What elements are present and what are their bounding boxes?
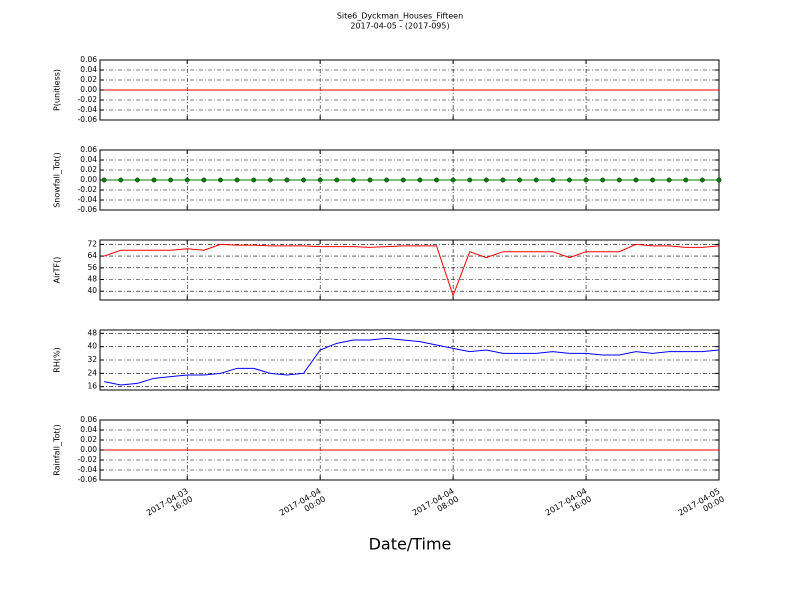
data-point: [467, 177, 473, 183]
data-point: [284, 177, 290, 183]
data-point: [151, 177, 157, 183]
y-tick-label: 0.04: [80, 425, 97, 434]
data-point: [201, 177, 207, 183]
data-point: [550, 177, 556, 183]
y-tick-label: 40: [87, 342, 97, 351]
y-tick-label: 24: [87, 368, 97, 377]
data-point: [633, 177, 639, 183]
y-tick-label: 48: [87, 275, 97, 284]
y-tick-label: 32: [87, 355, 97, 364]
y-tick-label: -0.06: [78, 205, 98, 214]
data-point: [600, 177, 606, 183]
y-tick-label: -0.04: [78, 195, 98, 204]
data-point: [384, 177, 390, 183]
plot-frame: [99, 329, 720, 391]
y-tick-label: -0.02: [78, 95, 98, 104]
y-axis-label: Snowfall_Tot(): [53, 152, 62, 208]
data-point: [367, 177, 373, 183]
y-tick-label: 0.00: [80, 445, 97, 454]
y-tick-label: 48: [87, 328, 97, 337]
y-tick-label: -0.04: [78, 465, 98, 474]
y-tick-label: 0.06: [80, 55, 97, 64]
data-line: [104, 337, 720, 386]
y-tick-label: -0.02: [78, 185, 98, 194]
data-point: [267, 177, 273, 183]
x-axis-label: Date/Time: [369, 535, 452, 554]
y-tick-label: 0.06: [80, 415, 97, 424]
x-tick-label: 2017-04-0400:00: [278, 486, 327, 525]
y-tick-label: 0.02: [80, 435, 97, 444]
y-tick-label: -0.06: [78, 115, 98, 124]
data-point: [118, 177, 124, 183]
y-axis-label: RH(%): [53, 347, 62, 372]
y-tick-label: -0.02: [78, 455, 98, 464]
data-point: [234, 177, 240, 183]
data-point: [500, 177, 506, 183]
y-tick-label: 16: [87, 382, 97, 391]
y-axis-label: AirTF(): [53, 257, 62, 284]
data-point: [533, 177, 539, 183]
chart-title: Site6_Dyckman_Houses_Fifteen: [337, 12, 463, 21]
y-tick-label: -0.04: [78, 105, 98, 114]
data-point: [434, 177, 439, 183]
data-point: [301, 177, 306, 183]
y-axis-label: Rainfall_Tot(): [53, 424, 62, 476]
data-point: [317, 177, 323, 183]
data-point: [218, 177, 223, 183]
y-tick-label: 0.02: [80, 75, 97, 84]
y-tick-label: 64: [87, 251, 97, 260]
data-point: [517, 177, 522, 183]
y-tick-label: -0.06: [78, 475, 98, 484]
data-point: [583, 177, 589, 183]
data-point: [683, 177, 689, 183]
x-tick-label: 2017-04-0408:00: [411, 486, 460, 525]
y-tick-label: 56: [87, 263, 97, 272]
data-point: [616, 177, 622, 183]
y-tick-label: 72: [87, 239, 97, 248]
y-tick-label: 0.00: [80, 85, 97, 94]
data-point: [168, 177, 174, 183]
data-point: [666, 177, 672, 183]
y-tick-label: 40: [87, 286, 97, 295]
data-point: [134, 177, 140, 183]
y-tick-label: 0.04: [80, 155, 97, 164]
y-tick-label: 0.04: [80, 65, 97, 74]
data-point: [567, 177, 572, 183]
plot-frame: [99, 239, 720, 301]
y-axis-label: P(unitless): [53, 69, 62, 111]
data-point: [101, 177, 107, 183]
data-point: [716, 177, 722, 183]
x-tick-label: 2017-04-0316:00: [145, 486, 194, 525]
data-point: [184, 177, 190, 183]
data-line: [103, 243, 720, 298]
data-point: [483, 177, 489, 183]
x-tick-label: 2017-04-0416:00: [544, 486, 593, 525]
chart-subtitle: 2017-04-05 - (2017-095): [350, 22, 449, 31]
y-tick-label: 0.02: [80, 165, 97, 174]
y-tick-label: 0.06: [80, 145, 97, 154]
data-point: [699, 177, 705, 183]
data-point: [417, 177, 423, 183]
data-point: [251, 177, 257, 183]
data-point: [450, 177, 456, 183]
data-point: [334, 177, 340, 183]
data-point: [351, 177, 356, 183]
x-tick-label: 2017-04-0500:00: [676, 486, 725, 525]
y-tick-label: 0.00: [80, 175, 97, 184]
data-point: [650, 177, 655, 183]
data-point: [400, 177, 406, 183]
